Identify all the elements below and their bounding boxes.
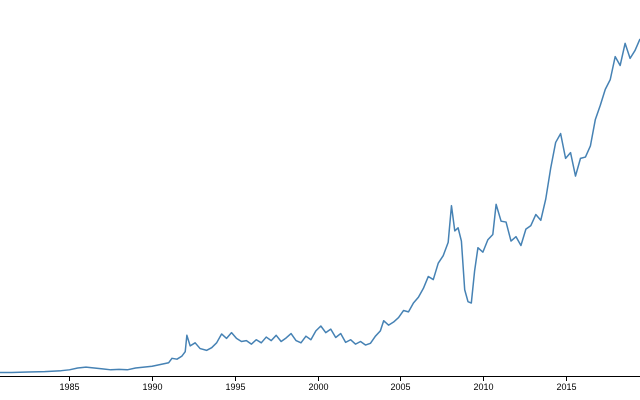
x-axis-ticks: 1985 1990 1995 2000 2005 2010 2015	[59, 376, 577, 392]
x-tick-label: 1985	[59, 382, 79, 392]
x-tick-label: 1995	[225, 382, 245, 392]
plot-area	[0, 38, 640, 374]
x-tick-label: 2000	[308, 382, 328, 392]
x-tick-label: 1990	[142, 382, 162, 392]
x-tick-label: 2010	[473, 382, 493, 392]
x-axis: 1985 1990 1995 2000 2005 2010 2015	[0, 376, 640, 392]
x-tick-label: 2005	[390, 382, 410, 392]
series-line	[0, 38, 640, 374]
x-tick-label: 2015	[556, 382, 576, 392]
